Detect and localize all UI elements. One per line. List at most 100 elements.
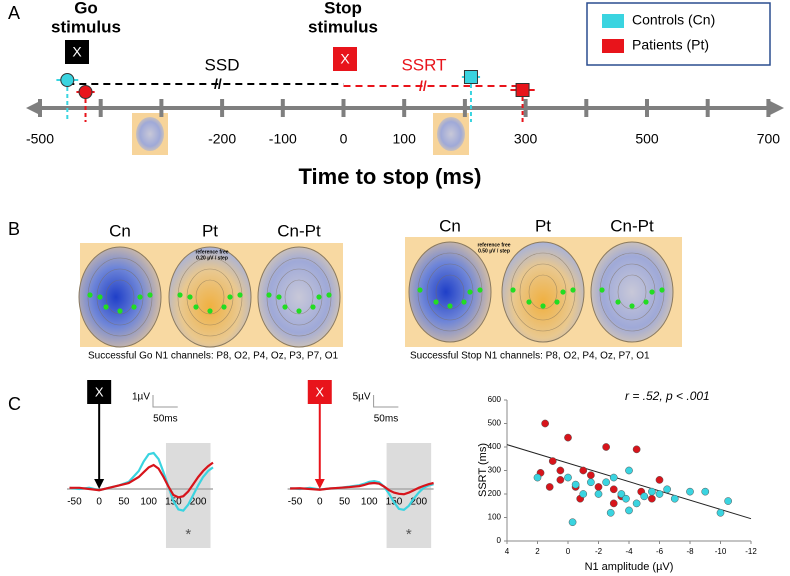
point (587, 478, 595, 487)
y-tick-label: 300 (488, 466, 502, 475)
electrode (193, 304, 199, 310)
point (545, 483, 554, 491)
x-tick-label: -12 (745, 547, 757, 556)
map-note: 0.20 µV / step (196, 255, 228, 261)
electrode (326, 292, 332, 298)
electrode (316, 294, 322, 300)
point (648, 487, 656, 496)
stimulus-box (307, 380, 332, 404)
head-map (78, 246, 162, 348)
point (609, 499, 618, 508)
ssd-label: SSD (205, 55, 240, 74)
x-tick-label: 200 (190, 497, 207, 508)
point (579, 490, 588, 498)
point (670, 494, 679, 503)
arrow-head (768, 100, 784, 116)
annotation: r = .52, p < .001 (625, 389, 710, 403)
scale-bar (152, 395, 178, 408)
highlight (386, 443, 432, 548)
point (686, 487, 694, 496)
map-note: reference free (195, 249, 228, 255)
point (701, 487, 710, 496)
electrode (227, 294, 233, 300)
x-tick-label: 0 (96, 497, 102, 508)
contour (177, 257, 243, 337)
point (632, 499, 641, 508)
electrode (629, 303, 635, 309)
y-axis-title: SSRT (ms) (477, 443, 489, 497)
electrode (207, 308, 213, 314)
point (571, 480, 580, 489)
head-map (408, 241, 492, 343)
contour (617, 274, 647, 310)
legend-label: Patients (Pt) (632, 37, 709, 53)
map-title: Pt (202, 221, 218, 240)
electrode (615, 299, 621, 305)
point (632, 445, 641, 454)
contour (266, 257, 332, 337)
contour (186, 268, 234, 326)
x-tick-label: 300 (514, 131, 538, 147)
stimulus-box (87, 380, 112, 404)
point (648, 494, 656, 503)
contour (510, 252, 576, 332)
legend-box (586, 2, 771, 66)
scale-bar (373, 395, 399, 408)
point (655, 476, 664, 484)
contour (599, 252, 665, 332)
electrode (187, 294, 193, 300)
contour (275, 268, 323, 326)
axis-title: Time to stop (ms) (299, 164, 482, 189)
electrode (276, 294, 282, 300)
map-title: Pt (535, 216, 551, 235)
point (541, 419, 549, 428)
electrode (103, 304, 109, 310)
contour (519, 263, 567, 321)
map-caption: Successful Go N1 channels: P8, O2, P4, O… (88, 351, 339, 362)
electrode (510, 287, 516, 293)
x-tick-label: 500 (635, 131, 659, 147)
head-icon (437, 117, 465, 151)
point (594, 483, 603, 491)
electrode (477, 287, 483, 293)
head-icon (136, 117, 164, 151)
x-tick-label: -50 (67, 497, 82, 508)
electrode (554, 299, 560, 305)
map-title: Cn (439, 216, 461, 235)
go-box (65, 40, 89, 64)
x-tick-label: -4 (625, 547, 633, 556)
erp-line (290, 481, 434, 496)
point (724, 497, 732, 505)
x-tick-label: 100 (361, 497, 378, 508)
x-tick-label: -10 (715, 547, 727, 556)
electrode (147, 292, 153, 298)
stimulus-symbol: X (95, 384, 104, 399)
x-tick-label: 4 (505, 547, 510, 556)
x-tick-label: 2 (535, 547, 540, 556)
map-title: Cn-Pt (610, 216, 654, 235)
point (556, 466, 565, 475)
stimulus-symbol: X (315, 384, 324, 399)
x-tick-label: -2 (595, 547, 603, 556)
electrode (599, 287, 605, 293)
ssrt-label: SSRT (401, 55, 446, 74)
x-axis-title: N1 amplitude (µV) (585, 561, 674, 573)
head-map (501, 241, 585, 343)
stop-box (333, 47, 357, 71)
electrode (526, 299, 532, 305)
map-note: 0.50 µV / step (478, 248, 510, 254)
point (622, 494, 630, 503)
point (579, 466, 588, 475)
point (564, 473, 572, 482)
contour (105, 279, 135, 315)
contour (608, 263, 656, 321)
electrode (643, 299, 649, 305)
y-tick-label: 500 (488, 419, 502, 428)
go-marker (60, 73, 75, 87)
x-tick-label: 100 (393, 131, 417, 147)
electrode (137, 294, 143, 300)
electrode (282, 304, 288, 310)
electrode (467, 289, 473, 295)
break-mark: // (419, 78, 427, 94)
